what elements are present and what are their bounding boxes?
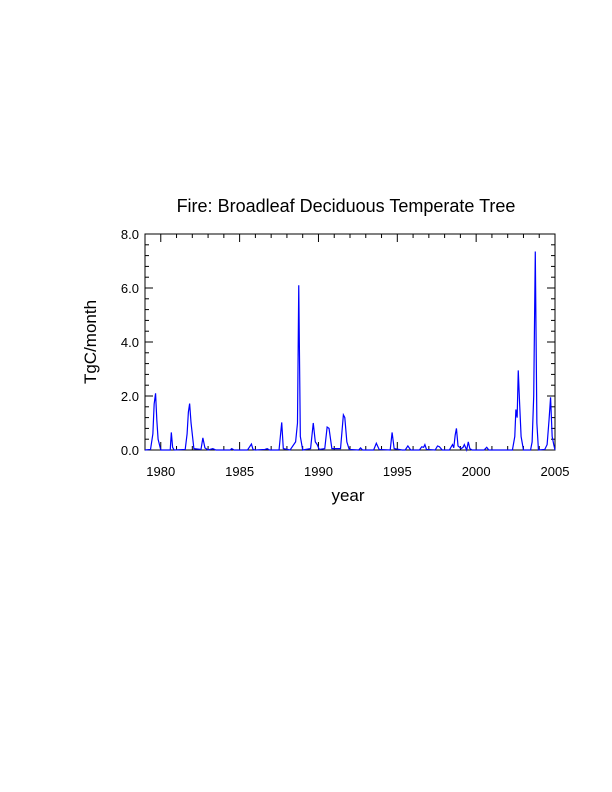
plot-frame bbox=[144, 233, 556, 451]
y-tick-label: 6.0 bbox=[121, 281, 139, 296]
series-line bbox=[144, 251, 556, 453]
y-tick-label: 4.0 bbox=[121, 335, 139, 350]
y-tick-label: 0.0 bbox=[121, 443, 139, 458]
x-tick-labels: 1980 1985 1990 1995 2000 2005 bbox=[146, 464, 569, 479]
y-tick-label: 8.0 bbox=[121, 227, 139, 242]
y-tick-labels: 0.0 2.0 4.0 6.0 8.0 bbox=[121, 227, 139, 458]
x-tick-label: 2005 bbox=[541, 464, 570, 479]
x-tick-label: 2000 bbox=[462, 464, 491, 479]
y-axis-label: TgC/month bbox=[81, 300, 100, 384]
x-tick-label: 1995 bbox=[383, 464, 412, 479]
x-tick-label: 1990 bbox=[304, 464, 333, 479]
y-tick-label: 2.0 bbox=[121, 389, 139, 404]
chart-title: Fire: Broadleaf Deciduous Temperate Tree bbox=[177, 196, 516, 216]
axis-ticks bbox=[144, 233, 556, 451]
x-axis-label: year bbox=[331, 486, 364, 505]
x-tick-label: 1980 bbox=[146, 464, 175, 479]
x-tick-label: 1985 bbox=[225, 464, 254, 479]
